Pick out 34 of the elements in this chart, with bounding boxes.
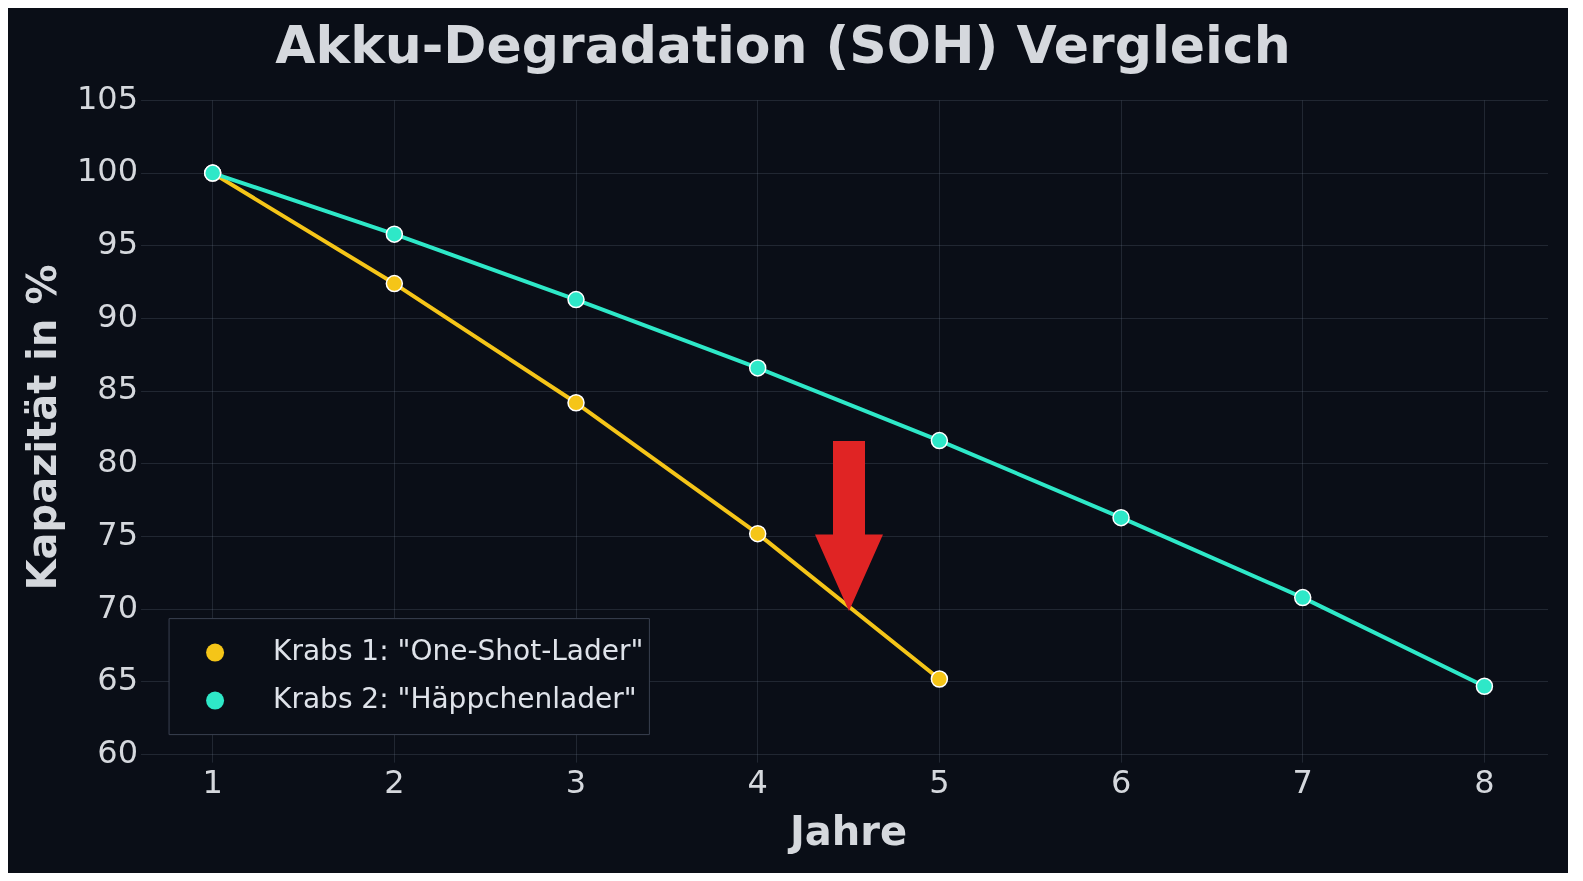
point	[567, 290, 585, 309]
point	[385, 225, 404, 243]
x-tick-label: 8	[1474, 763, 1495, 802]
y-tick-label: 105	[77, 78, 139, 117]
point	[385, 274, 404, 293]
point	[748, 524, 767, 543]
y-tick-label: 80	[97, 442, 139, 481]
point	[1293, 588, 1312, 607]
x-tick-label: 6	[1110, 763, 1132, 802]
point	[930, 670, 949, 688]
y-tick-label: 65	[97, 660, 139, 699]
chart-title: Akku-Degradation (SOH) Vergleich	[275, 14, 1291, 75]
x-tick-label: 1	[202, 763, 223, 802]
x-tick-label: 3	[565, 763, 587, 802]
x-tick-label: 2	[384, 763, 405, 802]
point	[1112, 508, 1130, 527]
y-tick-label: 70	[97, 587, 139, 626]
point	[930, 431, 949, 450]
y-tick-label: 60	[97, 732, 139, 771]
legend-label: Krabs 2: "Häppchenlader"	[273, 681, 637, 715]
point	[567, 394, 585, 412]
x-tick-label: 4	[747, 763, 768, 802]
y-axis-title: Kapazität in %	[19, 264, 66, 591]
x-tick-label: 5	[929, 763, 950, 802]
point	[1475, 677, 1494, 696]
y-tick-label: 100	[77, 151, 139, 190]
y-tick-label: 95	[97, 224, 139, 263]
x-tick-label: 7	[1292, 763, 1313, 802]
legend-label: Krabs 1: "One-Shot-Lader"	[273, 633, 644, 667]
y-tick-label: 85	[97, 369, 139, 408]
y-tick-label: 75	[97, 514, 139, 553]
x-axis-title: Jahre	[786, 808, 908, 855]
point	[748, 359, 767, 377]
y-tick-label: 90	[97, 296, 139, 335]
